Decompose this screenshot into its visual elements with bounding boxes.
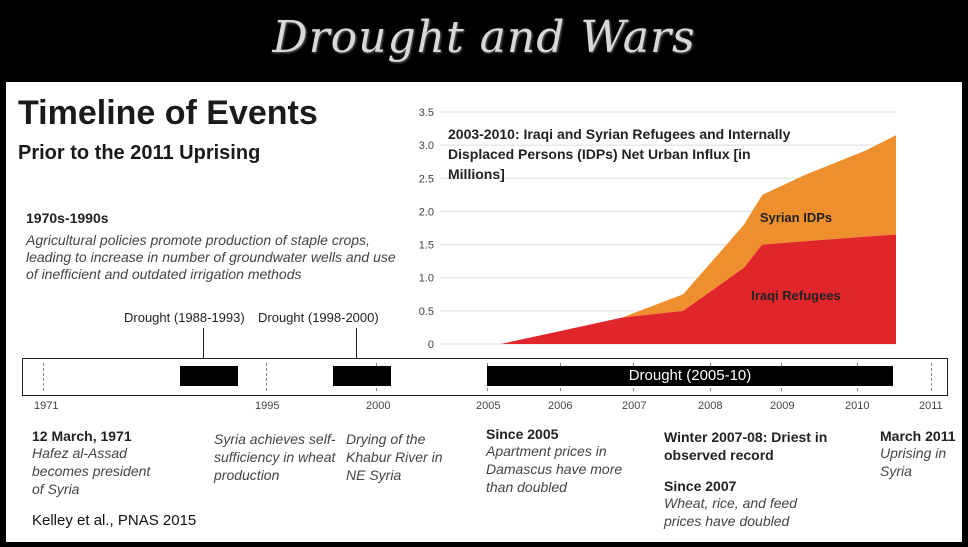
chart-title: 2003-2010: Iraqi and Syrian Refugees and… [448, 126, 791, 182]
area-iraqi-refugees [440, 234, 896, 344]
year-label: 2006 [548, 400, 573, 412]
legend-iraqi-refugees: Iraqi Refugees [751, 288, 841, 303]
year-label: 1971 [34, 400, 59, 412]
year-label: 2007 [622, 400, 647, 412]
event-khabur-river: Drying of the Khabur River in NE Syria [346, 430, 458, 484]
chart-y-ticks: 0 0.5 1.0 1.5 2.0 2.5 3.0 3.5 [419, 107, 434, 351]
drought-1998-bar [333, 366, 391, 386]
event-text: Apartment prices in Damascus have more t… [486, 443, 623, 495]
year-label: 2005 [476, 400, 501, 412]
chart-y-tick-label: 2.5 [419, 173, 434, 185]
drought-1988-connector [203, 328, 204, 370]
event-winter-2007: Winter 2007-08: Driest in observed recor… [664, 428, 864, 464]
chart-y-tick-label: 3.0 [419, 140, 434, 152]
drought-1998-connector [356, 328, 357, 370]
timeline-tick [43, 363, 44, 391]
refugee-area-chart: 0 0.5 1.0 1.5 2.0 2.5 3.0 3.5 2003-2010: Iraqi … [419, 107, 896, 351]
year-label: 2011 [919, 400, 943, 412]
chart-title-box: 2003-2010: Iraqi and Syrian Refugees and… [448, 126, 791, 182]
chart-y-tick-label: 2.0 [419, 206, 434, 218]
event-since-2007: Since 2007 Wheat, rice, and feed prices … [664, 478, 834, 530]
year-label: 2008 [698, 400, 723, 412]
year-label: 2010 [845, 400, 870, 412]
citation: Kelley et al., PNAS 2015 [32, 512, 197, 529]
drought-2005-bar: Drought (2005-10) [487, 366, 893, 386]
event-wheat-self-sufficiency: Syria achieves self-sufficiency in wheat… [214, 430, 336, 484]
year-label: 1995 [255, 400, 280, 412]
timeline-tick [266, 363, 267, 391]
drought-1988-label: Drought (1988-1993) [124, 310, 245, 325]
slide-title: Drought and Wars [272, 12, 696, 63]
timeline-strip: Drought (2005-10) [22, 358, 948, 396]
drought-1998-label: Drought (1998-2000) [258, 310, 379, 325]
event-text: Syria achieves self-sufficiency in wheat… [214, 431, 336, 483]
year-label: 2009 [770, 400, 795, 412]
chart-y-tick-label: 1.5 [419, 240, 434, 252]
event-march-2011: March 2011 Uprising in Syria [880, 428, 960, 480]
event-heading: Winter 2007-08: Driest in observed recor… [664, 429, 828, 463]
chart-y-tick-label: 3.5 [419, 107, 434, 119]
chart-y-tick-label: 0.5 [419, 306, 434, 318]
year-label: 2000 [366, 400, 391, 412]
event-text: Wheat, rice, and feed prices have double… [664, 495, 798, 529]
drought-1988-bar [180, 366, 238, 386]
era-description: Agricultural policies promote production… [26, 232, 396, 282]
event-heading: Since 2007 [664, 478, 737, 494]
event-text: Hafez al-Assad becomes president of Syri… [32, 445, 151, 497]
event-heading: Since 2005 [486, 426, 559, 442]
page-title: Timeline of Events [18, 94, 318, 132]
area-syrian-idps [440, 135, 896, 344]
chart-areas [440, 135, 896, 344]
timeline-tick [931, 363, 932, 391]
event-since-2005: Since 2005 Apartment prices in Damascus … [486, 426, 626, 496]
page-subtitle: Prior to the 2011 Uprising [18, 142, 261, 164]
chart-y-tick-label: 1.0 [419, 273, 434, 285]
legend-syrian-idps: Syrian IDPs [760, 210, 832, 225]
chart-y-tick-label: 0 [428, 339, 434, 351]
event-1971: 12 March, 1971 Hafez al-Assad becomes pr… [32, 428, 162, 498]
event-text: Drying of the Khabur River in NE Syria [346, 431, 443, 483]
event-text: Uprising in Syria [880, 445, 947, 479]
era-title: 1970s-1990s [26, 210, 109, 226]
event-heading: 12 March, 1971 [32, 428, 132, 444]
event-heading: March 2011 [880, 428, 956, 444]
infographic-panel: Timeline of Events Prior to the 2011 Upr… [6, 82, 962, 542]
